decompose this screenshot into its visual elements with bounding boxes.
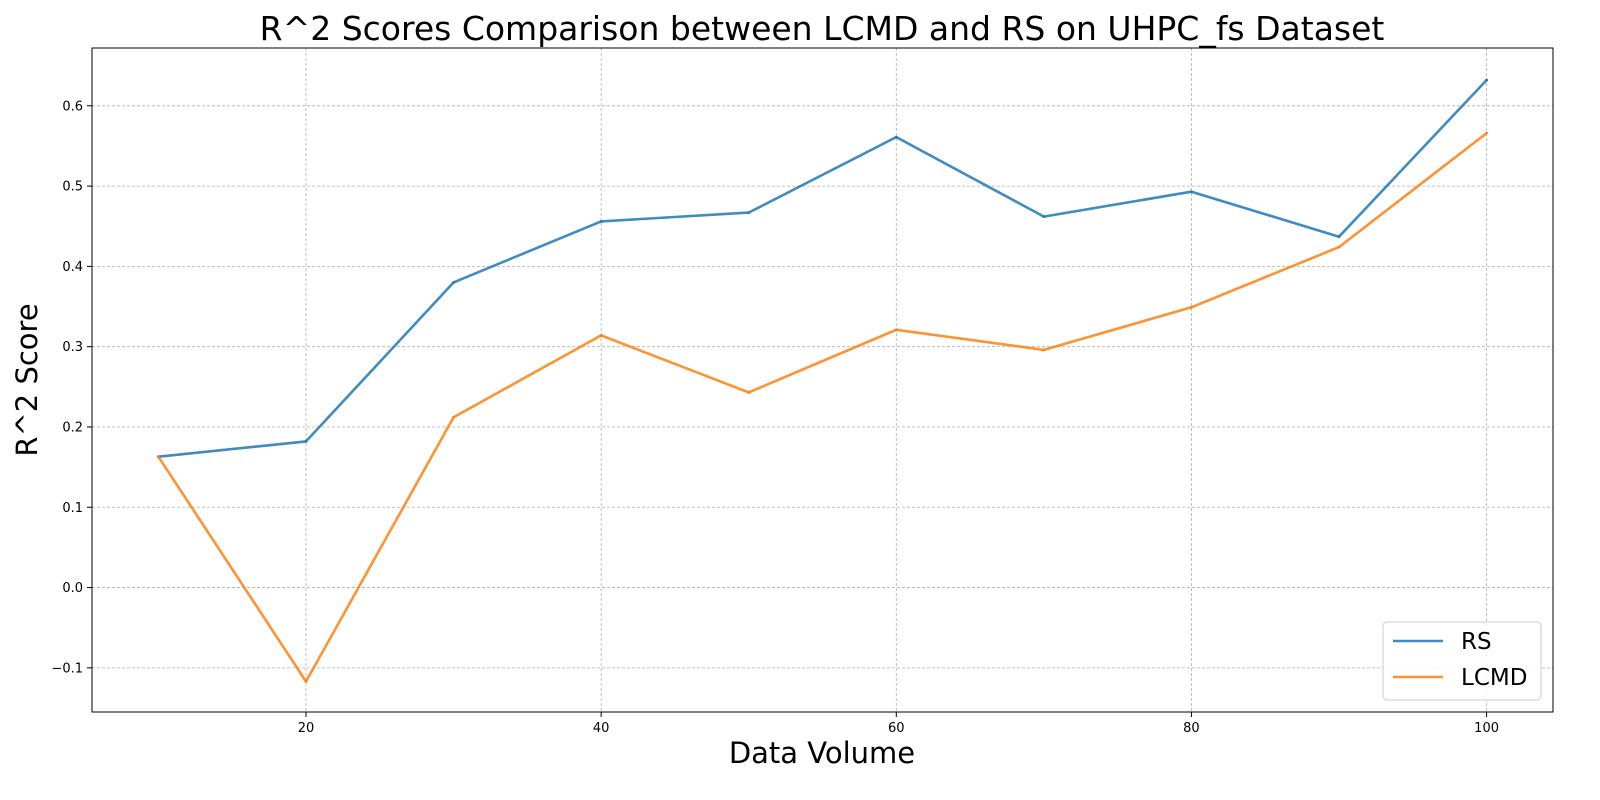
y-axis-label: R^2 Score [10, 303, 44, 456]
data-point-lcmd [1042, 348, 1046, 352]
grid [92, 48, 1553, 712]
y-tick-label: 0.1 [62, 501, 83, 516]
y-tick-label: 0.3 [62, 340, 83, 355]
data-point-lcmd [1190, 305, 1193, 309]
data-point-lcmd [1337, 245, 1341, 249]
data-point-rs [1190, 190, 1193, 194]
data-point-rs [599, 220, 603, 223]
x-tick-label: 60 [888, 721, 905, 736]
data-point-lcmd [599, 334, 603, 337]
data-point-rs [1485, 78, 1488, 82]
ticks: 20 40 60 80 100 −0.1 0.0 0.1 0.2 0.3 0.4 0.5 0.6 [51, 99, 1499, 736]
y-tick-label: 0.4 [62, 260, 83, 275]
plot-area [91, 47, 1554, 713]
y-tick-label: 0.6 [62, 99, 83, 114]
data-point-lcmd [157, 455, 160, 459]
x-tick-label: 100 [1474, 721, 1499, 736]
chart-title: R^2 Scores Comparison between LCMD and R… [260, 9, 1385, 48]
series-line-rs [157, 78, 1488, 459]
data-point-lcmd [304, 680, 308, 683]
data-point-lcmd [1485, 131, 1488, 135]
legend: RS LCMD [1382, 621, 1542, 701]
legend-label-rs: RS [1461, 629, 1492, 655]
series-line-lcmd [157, 131, 1488, 683]
data-point-lcmd [894, 328, 898, 332]
y-tick-label: 0.2 [62, 420, 83, 435]
y-tick-label: −0.1 [51, 661, 83, 676]
data-point-lcmd [452, 415, 455, 419]
x-tick-label: 20 [298, 721, 315, 736]
data-point-rs [747, 211, 751, 214]
data-point-rs [1337, 235, 1341, 239]
x-tick-label: 40 [593, 721, 610, 736]
series-layer [157, 78, 1488, 683]
data-point-rs [304, 440, 308, 443]
data-point-lcmd [747, 391, 751, 394]
y-tick-label: 0.0 [62, 581, 83, 596]
data-point-rs [452, 281, 455, 284]
legend-label-lcmd: LCMD [1461, 665, 1527, 691]
data-point-rs [1042, 215, 1046, 219]
x-axis-label: Data Volume [729, 736, 915, 770]
y-tick-label: 0.5 [62, 180, 83, 195]
x-tick-label: 80 [1183, 721, 1200, 736]
data-point-rs [894, 135, 898, 139]
